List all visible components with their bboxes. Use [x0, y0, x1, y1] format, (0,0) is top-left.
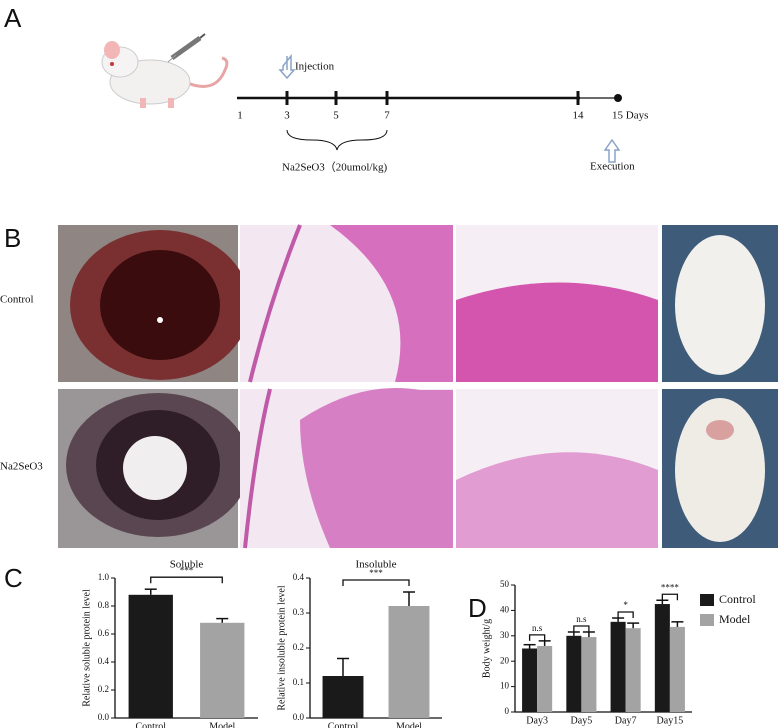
y-axis-label: Relative soluble protein level — [81, 589, 92, 707]
y-tick-label: 0.2 — [293, 642, 304, 652]
execution-label: Execution — [590, 161, 635, 173]
bar — [669, 626, 685, 712]
y-tick-label: 0.3 — [293, 607, 305, 617]
significance-bracket — [661, 593, 679, 601]
bar — [537, 645, 553, 712]
significance-label: n.s — [532, 623, 543, 633]
y-axis-label: Body weight/g — [481, 619, 492, 678]
significance-label: *** — [180, 565, 194, 575]
y-tick-label: 0.0 — [98, 712, 110, 722]
y-tick-label: 50 — [500, 579, 510, 589]
y-tick-label: 0.4 — [293, 572, 305, 582]
x-tick-label: Day15 — [657, 715, 684, 726]
chart-title: Soluble — [170, 559, 204, 571]
bar — [654, 604, 670, 712]
timeline-label: 1 — [237, 110, 243, 122]
y-tick-label: 30 — [500, 630, 510, 640]
panel-label: D — [468, 593, 487, 623]
injection-label: Injection — [295, 61, 335, 73]
panel-label: C — [4, 563, 23, 593]
row-label: Control — [0, 294, 34, 306]
y-axis-label: Relative insoluble protein level — [276, 585, 287, 710]
x-tick-label: Day7 — [615, 715, 637, 726]
chart-title: Insoluble — [356, 559, 397, 571]
x-tick-label: Model — [209, 721, 235, 728]
significance-label: n.s — [576, 614, 587, 624]
y-tick-label: 20 — [500, 655, 510, 665]
legend-swatch — [700, 614, 714, 626]
timeline-label: 7 — [384, 110, 390, 122]
y-tick-label: 0.6 — [98, 628, 110, 638]
significance-label: * — [623, 600, 628, 610]
panel-label: B — [4, 223, 21, 253]
legend-label: Model — [719, 612, 751, 626]
legend-swatch — [700, 594, 714, 606]
significance-bracket — [573, 625, 590, 632]
mouse-illustration — [101, 33, 229, 108]
x-tick-label: Model — [396, 721, 422, 728]
timeline-label: 14 — [573, 110, 585, 122]
timeline-end-label: 15 Days — [612, 110, 648, 122]
timeline-label: 5 — [333, 110, 339, 122]
y-tick-label: 0 — [505, 706, 510, 716]
bar — [128, 594, 173, 718]
bar — [388, 606, 430, 718]
significance-bracket — [342, 579, 410, 586]
x-tick-label: Day5 — [571, 715, 593, 726]
timeline — [237, 53, 622, 163]
row-label: Na2SeO3 — [0, 461, 43, 473]
significance-label: **** — [661, 582, 680, 592]
y-tick-label: 0.8 — [98, 600, 110, 610]
bar — [610, 621, 626, 712]
bar — [566, 635, 582, 712]
legend-label: Control — [719, 592, 756, 606]
y-tick-label: 10 — [500, 681, 510, 691]
x-tick-label: Control — [135, 721, 166, 728]
bar — [625, 628, 641, 712]
x-tick-label: Day3 — [526, 715, 548, 726]
x-tick-label: Control — [328, 721, 359, 728]
y-tick-label: 0.4 — [98, 656, 110, 666]
bar — [581, 637, 597, 712]
photo-grid — [58, 224, 778, 549]
y-tick-label: 40 — [500, 604, 510, 614]
timeline-label: 3 — [284, 110, 290, 122]
dose-label: Na2SeO3（20umol/kg) — [282, 161, 387, 174]
panel-label: A — [4, 3, 22, 33]
significance-label: *** — [369, 568, 383, 578]
y-tick-label: 0.0 — [293, 712, 305, 722]
bar — [200, 622, 245, 718]
significance-bracket — [617, 611, 634, 619]
y-tick-label: 0.1 — [293, 677, 304, 687]
y-tick-label: 0.2 — [98, 684, 109, 694]
significance-bracket — [150, 576, 223, 584]
bar — [322, 676, 364, 718]
y-tick-label: 1.0 — [98, 572, 110, 582]
bar — [522, 648, 538, 712]
significance-bracket — [528, 634, 546, 641]
